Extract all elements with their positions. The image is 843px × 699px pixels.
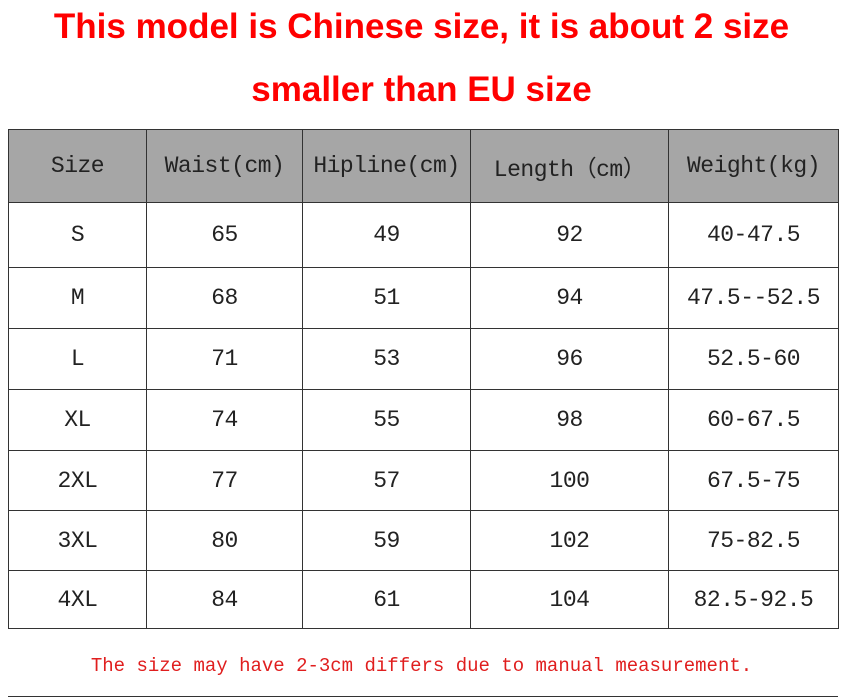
table-cell: XL [8, 389, 147, 451]
table-cell: 71 [146, 328, 303, 390]
column-header: Length（cm） [470, 129, 669, 203]
table-cell: 94 [470, 267, 669, 329]
table-cell: 77 [146, 450, 303, 511]
table-row: 2XL 77 57 100 67.5-75 [8, 450, 839, 511]
table-cell: 84 [146, 570, 303, 629]
table-cell: 4XL [8, 570, 147, 629]
table-cell: 2XL [8, 450, 147, 511]
table-cell: 61 [302, 570, 471, 629]
table-row: 3XL 80 59 102 75-82.5 [8, 510, 839, 571]
table-row: L 71 53 96 52.5-60 [8, 328, 839, 390]
table-cell: 59 [302, 510, 471, 571]
table-cell: 65 [146, 202, 303, 268]
table-cell: 53 [302, 328, 471, 390]
rule [8, 696, 838, 697]
header-row: Size Waist(cm) Hipline(cm) Length（cm） Weight… [8, 129, 839, 203]
table-cell: 3XL [8, 510, 147, 571]
table-cell: 74 [146, 389, 303, 451]
table-cell: 57 [302, 450, 471, 511]
table-cell: 51 [302, 267, 471, 329]
size-table: Size Waist(cm) Hipline(cm) Length（cm） Weight… [8, 129, 839, 629]
column-header: Hipline(cm) [302, 129, 471, 203]
table-cell: M [8, 267, 147, 329]
table-cell: 98 [470, 389, 669, 451]
table-row: XL 74 55 98 60-67.5 [8, 389, 839, 451]
table-cell: 100 [470, 450, 669, 511]
table-cell: 49 [302, 202, 471, 268]
title: smaller than EU size [251, 70, 592, 109]
table-cell: 60-67.5 [668, 389, 839, 451]
table-cell: 55 [302, 389, 471, 451]
table-row: 4XL 84 61 104 82.5-92.5 [8, 570, 839, 629]
table-row: S 65 49 92 40-47.5 [8, 202, 839, 268]
column-header: Size [8, 129, 147, 203]
column-header: Waist(cm) [146, 129, 303, 203]
footnote: The size may have 2-3cm differs due to m… [90, 655, 753, 677]
title: This model is Chinese size, it is about … [53, 7, 790, 46]
column-header: Weight(kg) [668, 129, 839, 203]
table-cell: L [8, 328, 147, 390]
table-cell: 104 [470, 570, 669, 629]
table-cell: 67.5-75 [668, 450, 839, 511]
table-cell: 80 [146, 510, 303, 571]
table-cell: 52.5-60 [668, 328, 839, 390]
table-cell: 96 [470, 328, 669, 390]
table-cell: 82.5-92.5 [668, 570, 839, 629]
table-row: M 68 51 94 47.5--52.5 [8, 267, 839, 329]
table-cell: 75-82.5 [668, 510, 839, 571]
table-cell: 92 [470, 202, 669, 268]
table-cell: 102 [470, 510, 669, 571]
table-cell: 47.5--52.5 [668, 267, 839, 329]
table-cell: 68 [146, 267, 303, 329]
table-cell: 40-47.5 [668, 202, 839, 268]
table-cell: S [8, 202, 147, 268]
